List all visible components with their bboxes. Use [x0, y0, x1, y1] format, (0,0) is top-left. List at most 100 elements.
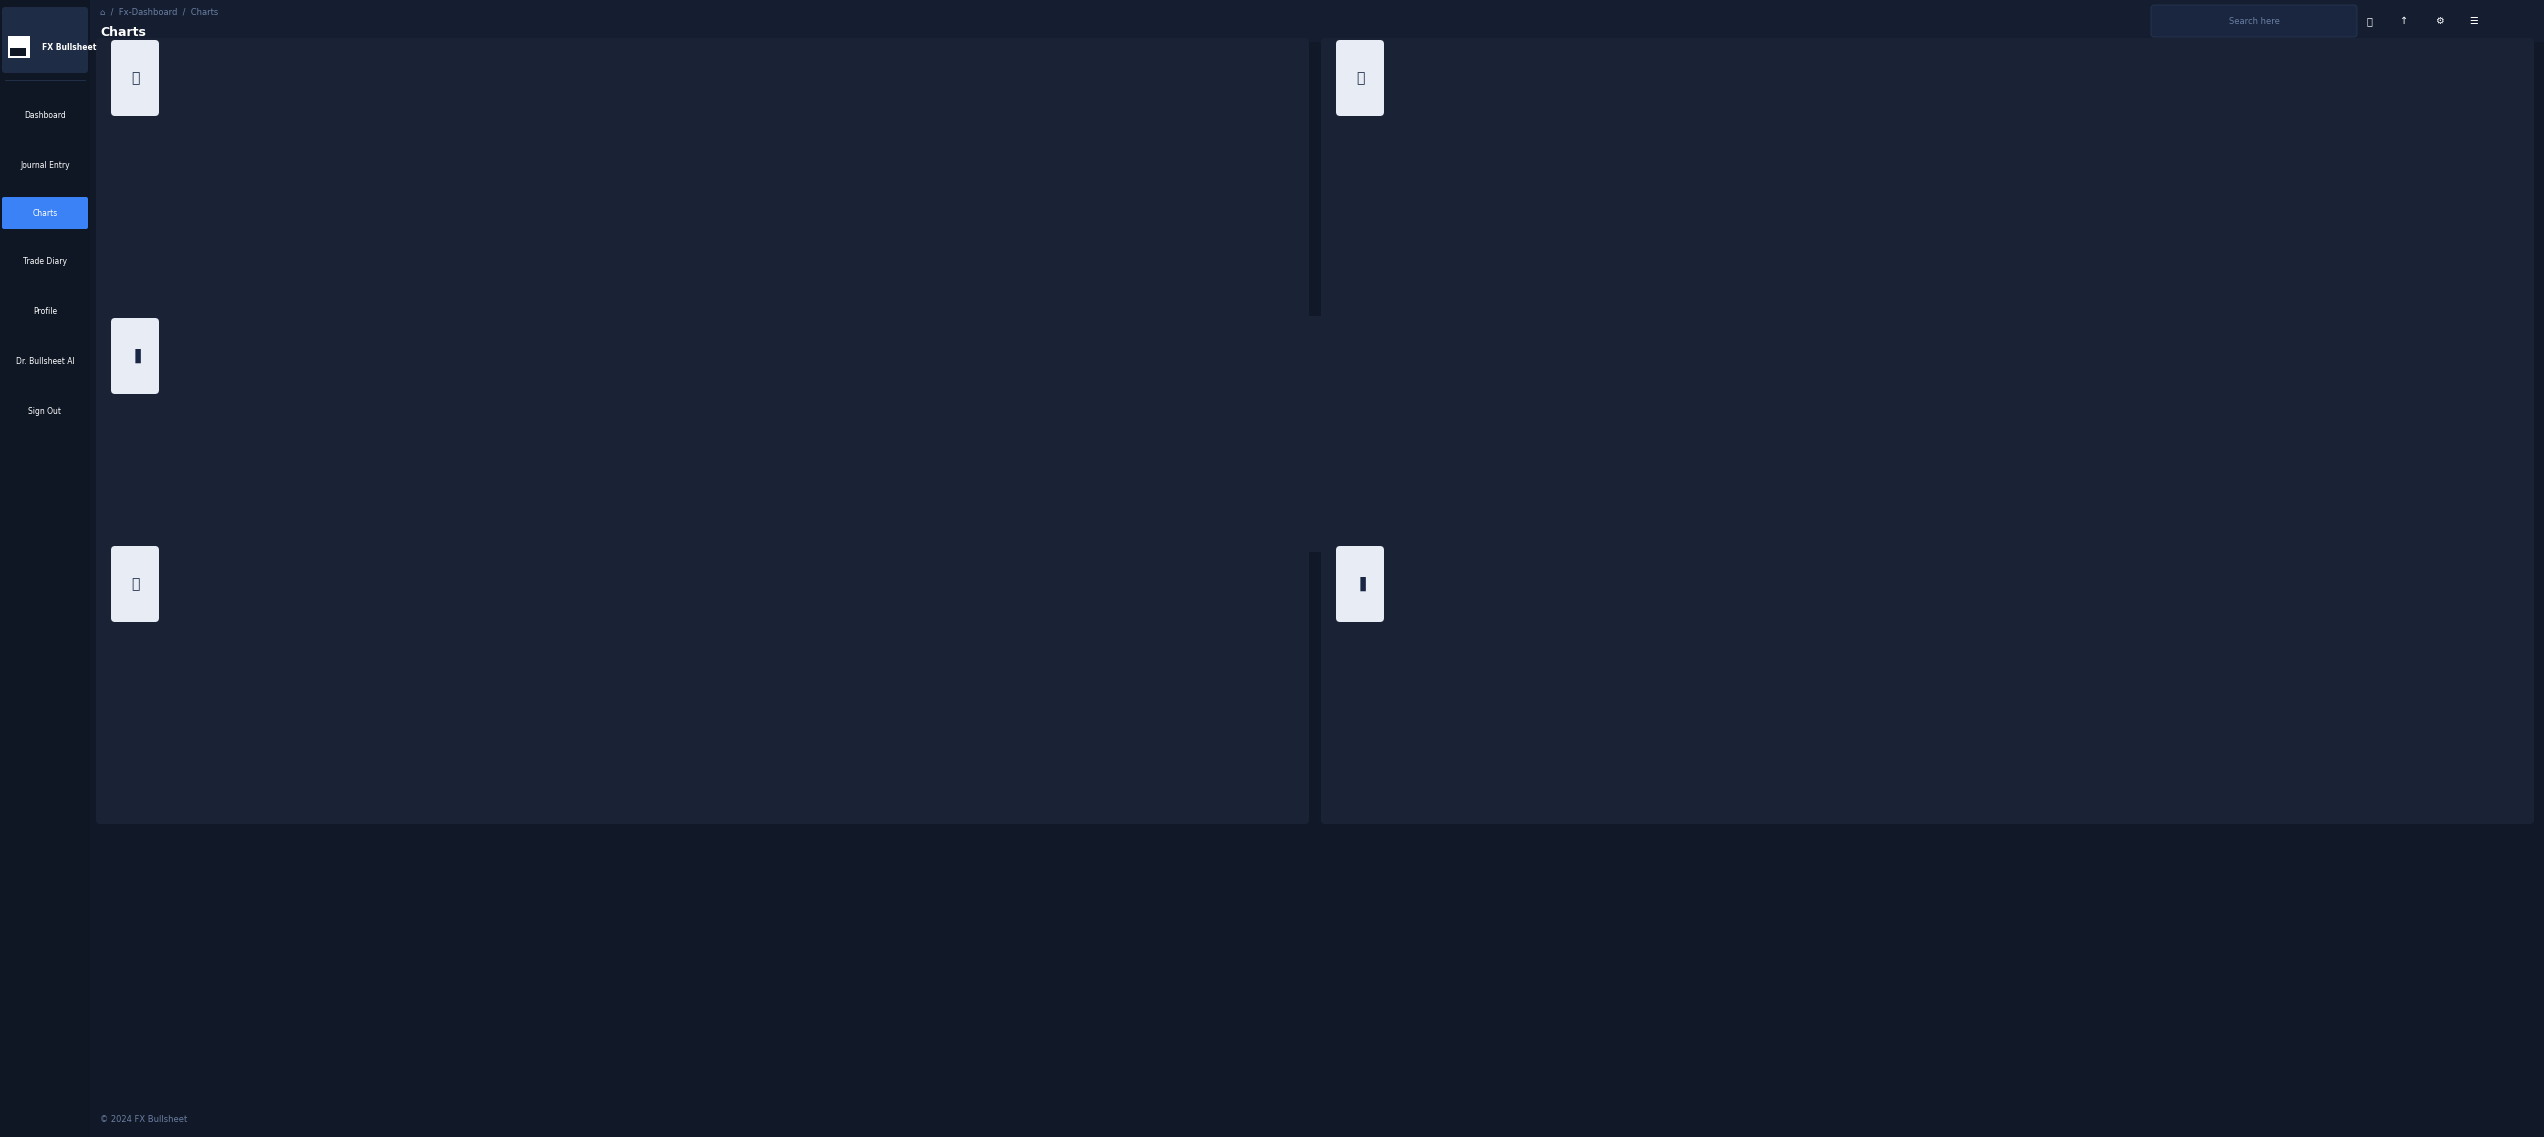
- Text: Sign Out: Sign Out: [28, 407, 61, 416]
- Bar: [1580, 426, 1715, 493]
- Text: Monthly Average Risk Over Time: Monthly Average Risk Over Time: [2358, 606, 2519, 615]
- Text: Win Rate (%): Win Rate (%): [649, 125, 697, 134]
- Text: ☰: ☰: [2470, 16, 2478, 26]
- Text: Monthly Win Rate: Monthly Win Rate: [1206, 101, 1292, 111]
- Point: [1226, 805, 1267, 823]
- Text: 2024: 2024: [679, 108, 705, 118]
- Point: [949, 248, 990, 266]
- Point: [2452, 753, 2493, 771]
- Bar: [8, 36, 31, 58]
- FancyBboxPatch shape: [97, 38, 1310, 324]
- Text: Profile: Profile: [33, 307, 56, 316]
- Point: [1989, 717, 2030, 736]
- Text: Monthly Profit Factor: Monthly Profit Factor: [2417, 101, 2519, 111]
- Text: ▐: ▐: [1356, 576, 1366, 591]
- Text: ⚙: ⚙: [2435, 16, 2442, 26]
- Bar: [806, 476, 941, 493]
- FancyBboxPatch shape: [1964, 119, 2030, 138]
- Text: Charts: Charts: [33, 208, 59, 217]
- Point: [2081, 722, 2122, 740]
- Point: [1704, 250, 1745, 268]
- Point: [2078, 166, 2119, 184]
- Point: [1425, 250, 1465, 268]
- Point: [1610, 250, 1651, 268]
- Point: [1984, 222, 2025, 240]
- Bar: [0, 0, 89, 1137]
- FancyBboxPatch shape: [1320, 38, 2534, 324]
- Point: [415, 805, 455, 823]
- Point: [672, 140, 712, 158]
- Point: [1226, 248, 1267, 266]
- Point: [211, 248, 252, 266]
- Point: [234, 805, 275, 823]
- Text: 2024: 2024: [2084, 108, 2112, 118]
- Text: Dashboard: Dashboard: [23, 110, 66, 119]
- Text: Profit Factor: Profit Factor: [2053, 125, 2099, 134]
- Point: [504, 805, 544, 823]
- Text: 2024: 2024: [2089, 613, 2117, 623]
- FancyBboxPatch shape: [112, 546, 158, 622]
- Text: Average Holding Time (hours:minutes): Average Holding Time (hours:minutes): [661, 630, 809, 639]
- Point: [488, 140, 529, 158]
- Text: 〜: 〜: [130, 576, 140, 591]
- Text: Dr. Bullsheet AI: Dr. Bullsheet AI: [15, 357, 74, 366]
- Bar: [18, 48, 25, 56]
- Text: Equity Profit/Loss: Equity Profit/Loss: [1168, 391, 1234, 400]
- FancyBboxPatch shape: [1969, 624, 2035, 641]
- Point: [1712, 753, 1753, 771]
- FancyBboxPatch shape: [1336, 546, 1384, 622]
- Point: [857, 140, 898, 158]
- Text: 〜: 〜: [1356, 70, 1364, 85]
- Bar: [10, 48, 18, 56]
- FancyBboxPatch shape: [3, 197, 89, 229]
- Bar: [1386, 491, 1521, 493]
- FancyBboxPatch shape: [112, 40, 158, 116]
- FancyBboxPatch shape: [97, 543, 1310, 824]
- FancyBboxPatch shape: [3, 7, 89, 73]
- FancyBboxPatch shape: [982, 389, 1122, 401]
- Text: 2024: 2024: [1247, 377, 1275, 388]
- FancyBboxPatch shape: [97, 316, 2534, 551]
- Point: [2267, 724, 2307, 742]
- Point: [1804, 729, 1844, 747]
- Bar: [1000, 467, 1135, 493]
- Text: Search here: Search here: [2229, 17, 2279, 25]
- Point: [1898, 634, 1939, 653]
- Point: [580, 140, 621, 158]
- Point: [1526, 753, 1567, 771]
- Point: [303, 248, 343, 266]
- Point: [2450, 250, 2491, 268]
- Text: © 2024 FX Bullsheet: © 2024 FX Bullsheet: [99, 1115, 188, 1124]
- FancyBboxPatch shape: [112, 318, 158, 395]
- Text: Monthly Average Risk Per Trade (%): Monthly Average Risk Per Trade (%): [2058, 630, 2195, 639]
- FancyBboxPatch shape: [2152, 5, 2356, 38]
- Point: [684, 805, 725, 823]
- Point: [2358, 729, 2399, 747]
- Point: [2358, 226, 2399, 244]
- Point: [865, 805, 906, 823]
- Point: [1890, 231, 1931, 249]
- Bar: [89, 0, 2544, 42]
- Text: ⌂  /  Fx-Dashboard  /  Charts: ⌂ / Fx-Dashboard / Charts: [99, 8, 219, 17]
- Text: FX Bullsheet: FX Bullsheet: [43, 42, 97, 51]
- Point: [1435, 753, 1476, 771]
- Text: Charts: Charts: [99, 25, 145, 39]
- Text: Monthly Average Holding Time: Monthly Average Holding Time: [1142, 606, 1292, 615]
- Point: [776, 749, 817, 767]
- FancyBboxPatch shape: [560, 119, 626, 138]
- Point: [2175, 729, 2216, 747]
- Point: [1516, 250, 1557, 268]
- Point: [323, 805, 364, 823]
- Point: [1137, 805, 1178, 823]
- Point: [1040, 248, 1081, 266]
- Text: 〜: 〜: [130, 70, 140, 85]
- Bar: [1193, 416, 1328, 493]
- FancyBboxPatch shape: [1336, 40, 1384, 116]
- Point: [2264, 222, 2305, 240]
- Text: Journal Entry: Journal Entry: [20, 160, 69, 169]
- Point: [1796, 239, 1837, 257]
- Text: ▐: ▐: [130, 349, 140, 363]
- Point: [1135, 248, 1175, 266]
- Point: [957, 805, 997, 823]
- Text: Trade Diary: Trade Diary: [23, 257, 66, 266]
